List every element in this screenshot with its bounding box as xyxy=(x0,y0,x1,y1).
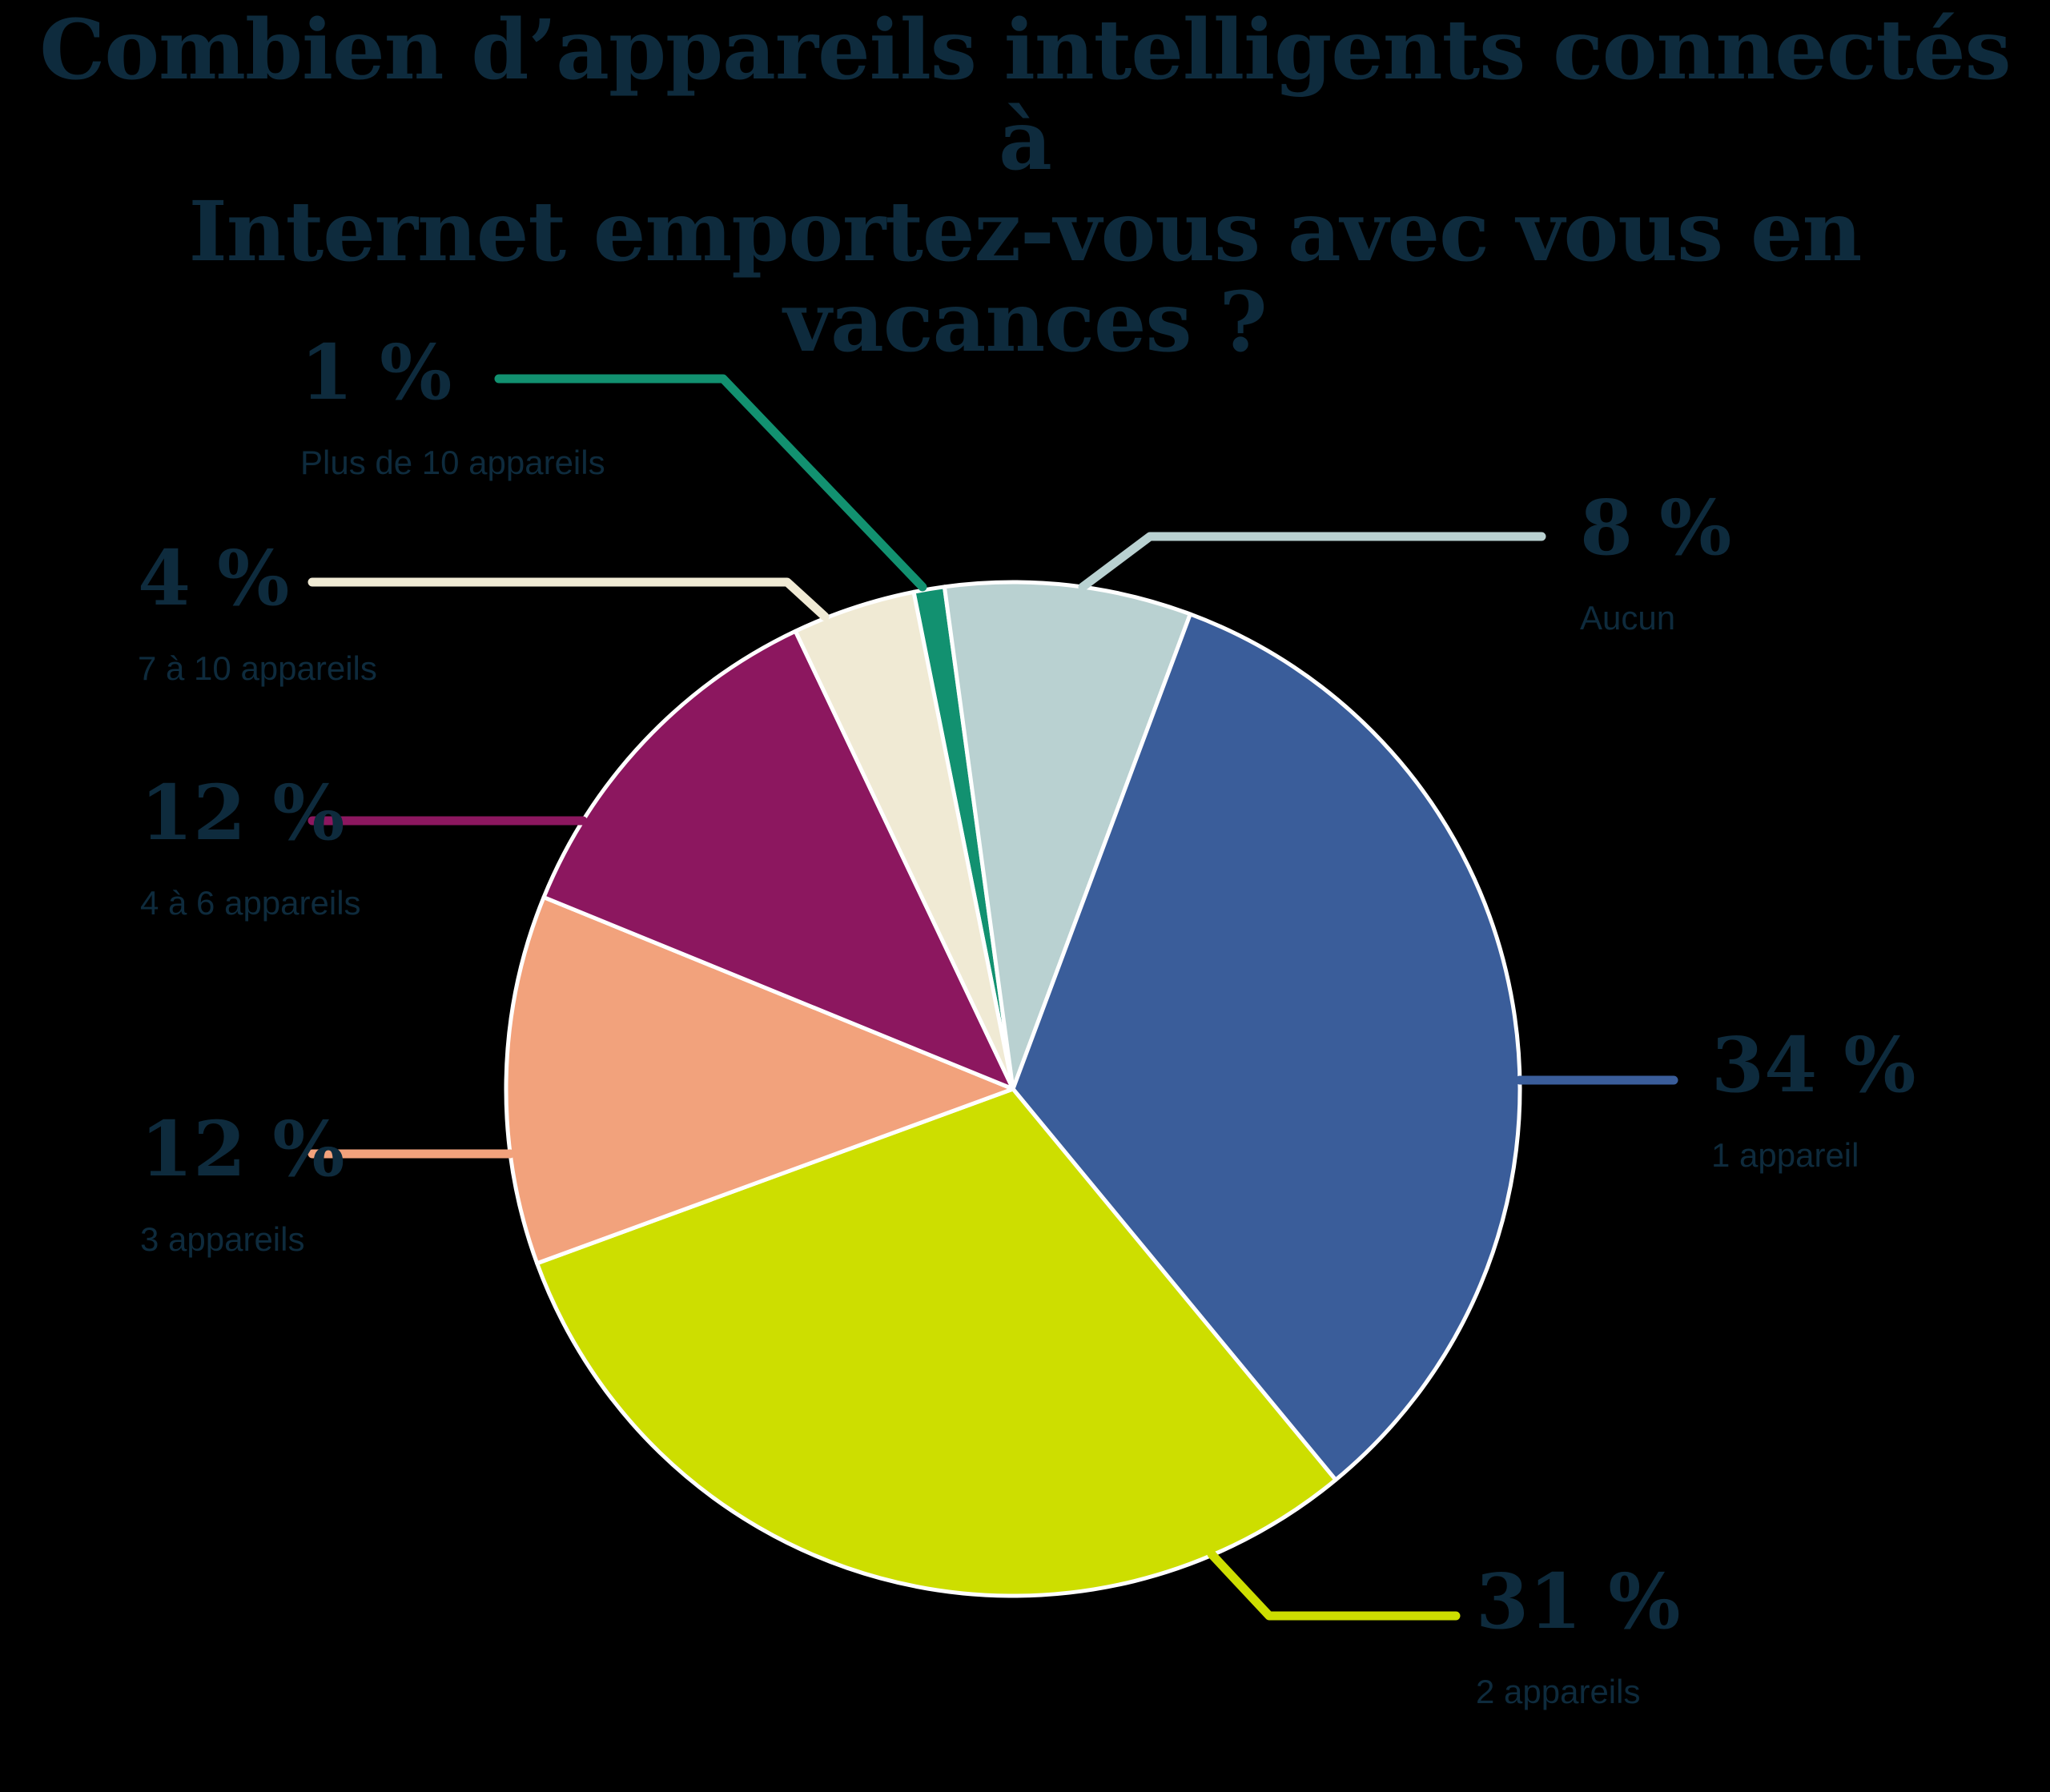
pct-label: 12 % xyxy=(140,769,345,858)
callout-2-appareils: 31 % 2 appareils xyxy=(1476,1564,1681,1709)
slice-name: Plus de 10 appareils xyxy=(300,444,605,481)
chart-title: Combien d’appareils intelligents connect… xyxy=(0,5,2050,368)
callout-7-a-10-appareils: 4 % 7 à 10 appareils xyxy=(138,540,377,685)
leader-line-aucun xyxy=(1078,532,1546,592)
slice-name: 7 à 10 appareils xyxy=(138,649,377,687)
slice-name: 1 appareil xyxy=(1711,1136,1859,1174)
leader-line-7-a-10-appareils xyxy=(308,577,830,621)
pct-label: 1 % xyxy=(300,328,452,417)
callout-plus-de-10-appareils: 1 % Plus de 10 appareils xyxy=(300,335,605,480)
slice-name: 2 appareils xyxy=(1476,1673,1641,1710)
callout-4-a-6-appareils: 12 % 4 à 6 appareils xyxy=(140,775,361,920)
pie-slice-4-a-6-appareils xyxy=(541,629,1015,1091)
pct-label: 12 % xyxy=(140,1105,345,1194)
pct-label: 8 % xyxy=(1580,484,1732,573)
pie-slice-3-appareils xyxy=(504,895,1015,1266)
slice-name: 3 appareils xyxy=(140,1220,305,1258)
pie-slice-aucun xyxy=(942,580,1192,1091)
chart-title-line2: Internet emportez-vous avec vous en vaca… xyxy=(188,183,1863,371)
pie-slice-1-appareil xyxy=(1011,612,1522,1482)
leader-line-plus-de-10-appareils xyxy=(494,374,927,592)
pct-label: 31 % xyxy=(1476,1557,1681,1646)
pie-slice-7-a-10-appareils xyxy=(793,589,1015,1091)
callout-1-appareil: 34 % 1 appareil xyxy=(1711,1027,1916,1172)
pie-slice-2-appareils xyxy=(535,1087,1338,1598)
pct-label: 4 % xyxy=(138,534,290,623)
chart-title-line1: Combien d’appareils intelligents connect… xyxy=(39,2,2011,190)
slice-name: 4 à 6 appareils xyxy=(140,884,361,922)
callout-aucun: 8 % Aucun xyxy=(1580,490,1731,635)
pct-label: 34 % xyxy=(1711,1021,1916,1110)
slice-name: Aucun xyxy=(1580,599,1676,637)
leader-line-2-appareils xyxy=(1207,1549,1461,1621)
callout-3-appareils: 12 % 3 appareils xyxy=(140,1111,345,1256)
